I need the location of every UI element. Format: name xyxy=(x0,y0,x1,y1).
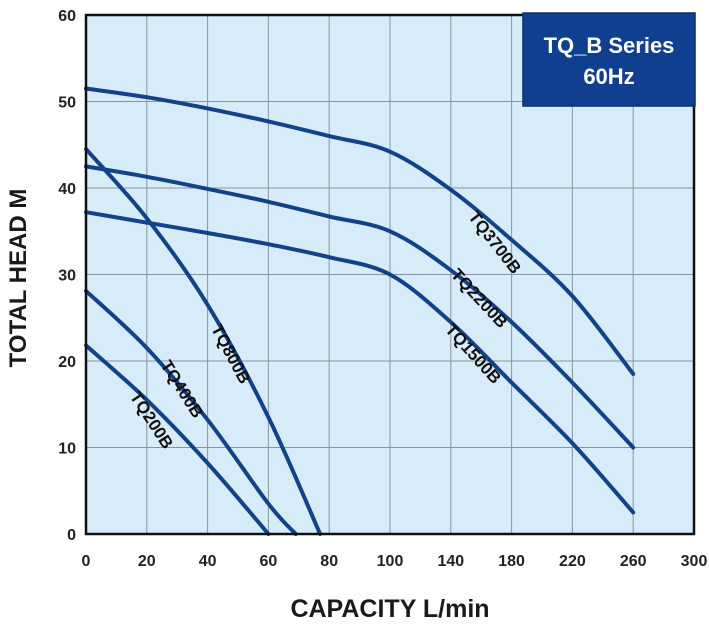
curve-tq200b xyxy=(84,343,271,536)
badge-background xyxy=(522,12,696,107)
series-badge: TQ_B Series 60Hz xyxy=(522,12,696,107)
x-tick-label: 220 xyxy=(559,553,586,570)
x-tick-label: 0 xyxy=(82,553,91,570)
x-tick-label: 80 xyxy=(320,553,338,570)
x-tick-label: 40 xyxy=(199,553,217,570)
y-tick-label: 50 xyxy=(58,95,76,112)
y-tick-labels: 0 10 20 30 40 50 60 xyxy=(58,8,76,544)
y-tick-label: 40 xyxy=(58,181,76,198)
x-tick-label: 180 xyxy=(498,553,525,570)
curve-tq1500b xyxy=(84,210,636,515)
y-tick-label: 20 xyxy=(58,354,76,371)
y-axis-title: TOTAL HEAD M xyxy=(5,189,32,368)
x-tick-label: 260 xyxy=(620,553,647,570)
y-tick-label: 10 xyxy=(58,441,76,458)
y-tick-label: 0 xyxy=(67,527,76,544)
x-axis-title: CAPACITY L/min xyxy=(290,595,489,623)
curve-tq400b xyxy=(84,288,298,536)
curve-tq2200b xyxy=(84,164,636,450)
performance-curves xyxy=(84,86,636,536)
plot-frame xyxy=(84,13,696,536)
x-tick-label: 20 xyxy=(138,553,156,570)
x-tick-label: 60 xyxy=(260,553,278,570)
x-tick-label: 140 xyxy=(437,553,464,570)
x-tick-labels: 0 20 40 60 80 100 140 180 220 260 300 xyxy=(82,553,708,570)
curve-tq3700b xyxy=(84,86,636,376)
x-tick-label: 100 xyxy=(377,553,404,570)
chart-subtitle: 60Hz xyxy=(583,64,634,89)
x-tick-label: 300 xyxy=(681,553,708,570)
curve-tq800b xyxy=(84,147,323,536)
y-tick-label: 30 xyxy=(58,268,76,285)
y-tick-label: 60 xyxy=(58,8,76,25)
chart-title: TQ_B Series xyxy=(544,33,675,58)
